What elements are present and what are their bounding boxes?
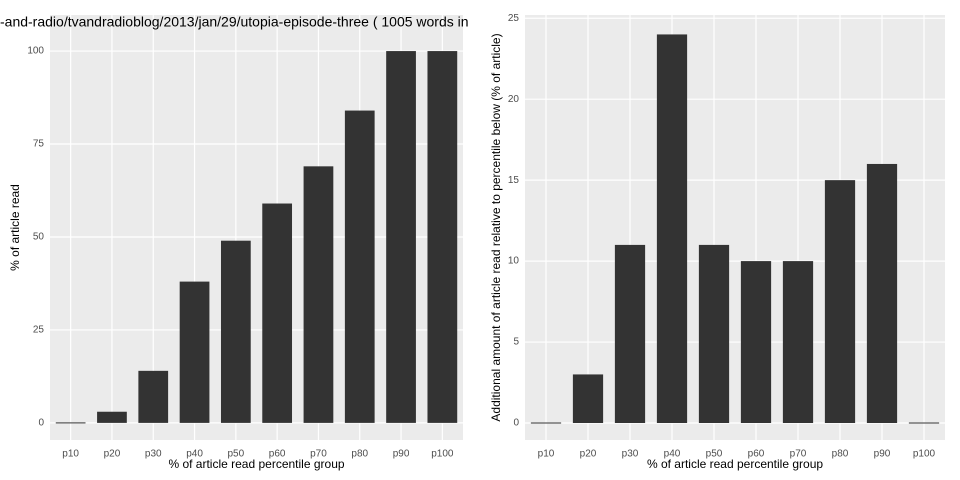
bar <box>530 422 562 424</box>
y-tick-label: 5 <box>513 337 519 348</box>
x-tick-label: p10 <box>538 449 555 460</box>
y-tick-label: 25 <box>33 325 45 336</box>
bar <box>427 51 458 423</box>
y-tick-label: 10 <box>508 256 520 267</box>
x-tick-label: p40 <box>186 449 203 460</box>
y-tick-label: 0 <box>513 418 519 429</box>
y-tick-label: 20 <box>508 94 520 105</box>
bar <box>386 51 416 423</box>
x-tick-label: p10 <box>62 449 79 460</box>
bar <box>220 240 251 423</box>
chart-title: -and-radio/tvandradioblog/2013/jan/29/ut… <box>0 14 469 30</box>
bar <box>740 261 772 423</box>
x-axis-label: % of article read percentile group <box>168 457 344 471</box>
bar <box>866 163 898 423</box>
bar <box>179 281 210 423</box>
x-axis-label: % of article read percentile group <box>647 457 823 471</box>
bar <box>344 110 375 423</box>
x-tick-label: p30 <box>622 449 639 460</box>
bar <box>572 374 604 423</box>
x-tick-label: p60 <box>748 449 765 460</box>
bar <box>656 34 688 424</box>
x-tick-label: p30 <box>145 449 162 460</box>
bar <box>303 166 334 423</box>
y-tick-label: 75 <box>33 139 45 150</box>
y-axis-label: % of article read <box>8 184 22 271</box>
x-tick-label: p40 <box>664 449 681 460</box>
y-tick-label: 15 <box>508 175 520 186</box>
x-tick-label: p70 <box>310 449 327 460</box>
bar <box>614 244 646 423</box>
x-tick-label: p20 <box>104 449 121 460</box>
x-tick-label: p20 <box>580 449 597 460</box>
y-tick-label: 25 <box>508 13 520 24</box>
bar <box>262 203 293 423</box>
bar <box>97 411 127 423</box>
bar <box>698 244 730 423</box>
bar <box>138 370 169 423</box>
x-tick-label: p90 <box>393 449 410 460</box>
bar <box>782 261 814 423</box>
y-tick-label: 100 <box>27 46 44 57</box>
bar <box>55 422 86 424</box>
y-axis-label: Additional amount of article read relati… <box>489 33 503 421</box>
y-tick-label: 50 <box>33 232 45 243</box>
bar <box>908 422 940 424</box>
x-tick-label: p50 <box>228 449 245 460</box>
x-tick-label: p100 <box>913 449 936 460</box>
x-tick-label: p80 <box>351 449 368 460</box>
x-tick-label: p70 <box>790 449 807 460</box>
x-tick-label: p60 <box>269 449 286 460</box>
x-tick-label: p100 <box>431 449 454 460</box>
bar <box>824 180 856 423</box>
x-tick-label: p50 <box>706 449 723 460</box>
y-tick-label: 0 <box>38 418 44 429</box>
x-tick-label: p90 <box>874 449 891 460</box>
x-tick-label: p80 <box>832 449 849 460</box>
